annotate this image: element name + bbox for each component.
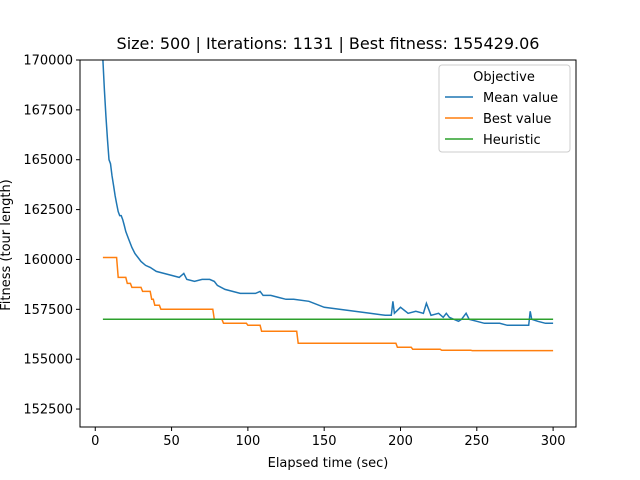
y-axis-label: Fitness (tour length) bbox=[0, 179, 14, 311]
y-axis: 152500 155000 157500 160000 162500 165000 1675… bbox=[23, 54, 80, 418]
x-tick-label: 50 bbox=[163, 434, 180, 449]
legend-entry-label: Heuristic bbox=[483, 133, 541, 148]
legend: Objective Mean value Best value Heuristic bbox=[438, 64, 571, 153]
y-tick-label: 155000 bbox=[23, 353, 73, 368]
legend-entry-label: Best value bbox=[483, 112, 551, 127]
x-tick-label: 100 bbox=[235, 434, 260, 449]
x-tick-label: 200 bbox=[388, 434, 413, 449]
x-tick-label: 300 bbox=[541, 434, 566, 449]
y-tick-label: 167500 bbox=[23, 103, 73, 118]
x-tick-label: 0 bbox=[91, 434, 99, 449]
series-line-best-value bbox=[102, 256, 554, 352]
y-tick-label: 170000 bbox=[23, 54, 73, 69]
y-tick-label: 165000 bbox=[23, 153, 73, 168]
y-tick-label: 152500 bbox=[23, 403, 73, 418]
legend-box bbox=[438, 64, 571, 153]
plot-frame bbox=[79, 59, 577, 428]
legend-title: Objective bbox=[473, 70, 535, 85]
plot-area bbox=[79, 59, 577, 428]
y-tick-label: 157500 bbox=[23, 303, 73, 318]
series-line-mean-value bbox=[102, 60, 554, 327]
x-tick-label: 250 bbox=[464, 434, 489, 449]
y-tick-label: 160000 bbox=[23, 253, 73, 268]
y-tick-label: 162500 bbox=[23, 203, 73, 218]
legend-entry-label: Mean value bbox=[483, 91, 558, 106]
chart-title: Size: 500 | Iterations: 1131 | Best fitn… bbox=[117, 34, 540, 53]
x-axis-label: Elapsed time (sec) bbox=[268, 456, 389, 471]
x-axis: 0 50 100 150 200 250 300 bbox=[91, 427, 566, 449]
x-tick-label: 150 bbox=[312, 434, 337, 449]
